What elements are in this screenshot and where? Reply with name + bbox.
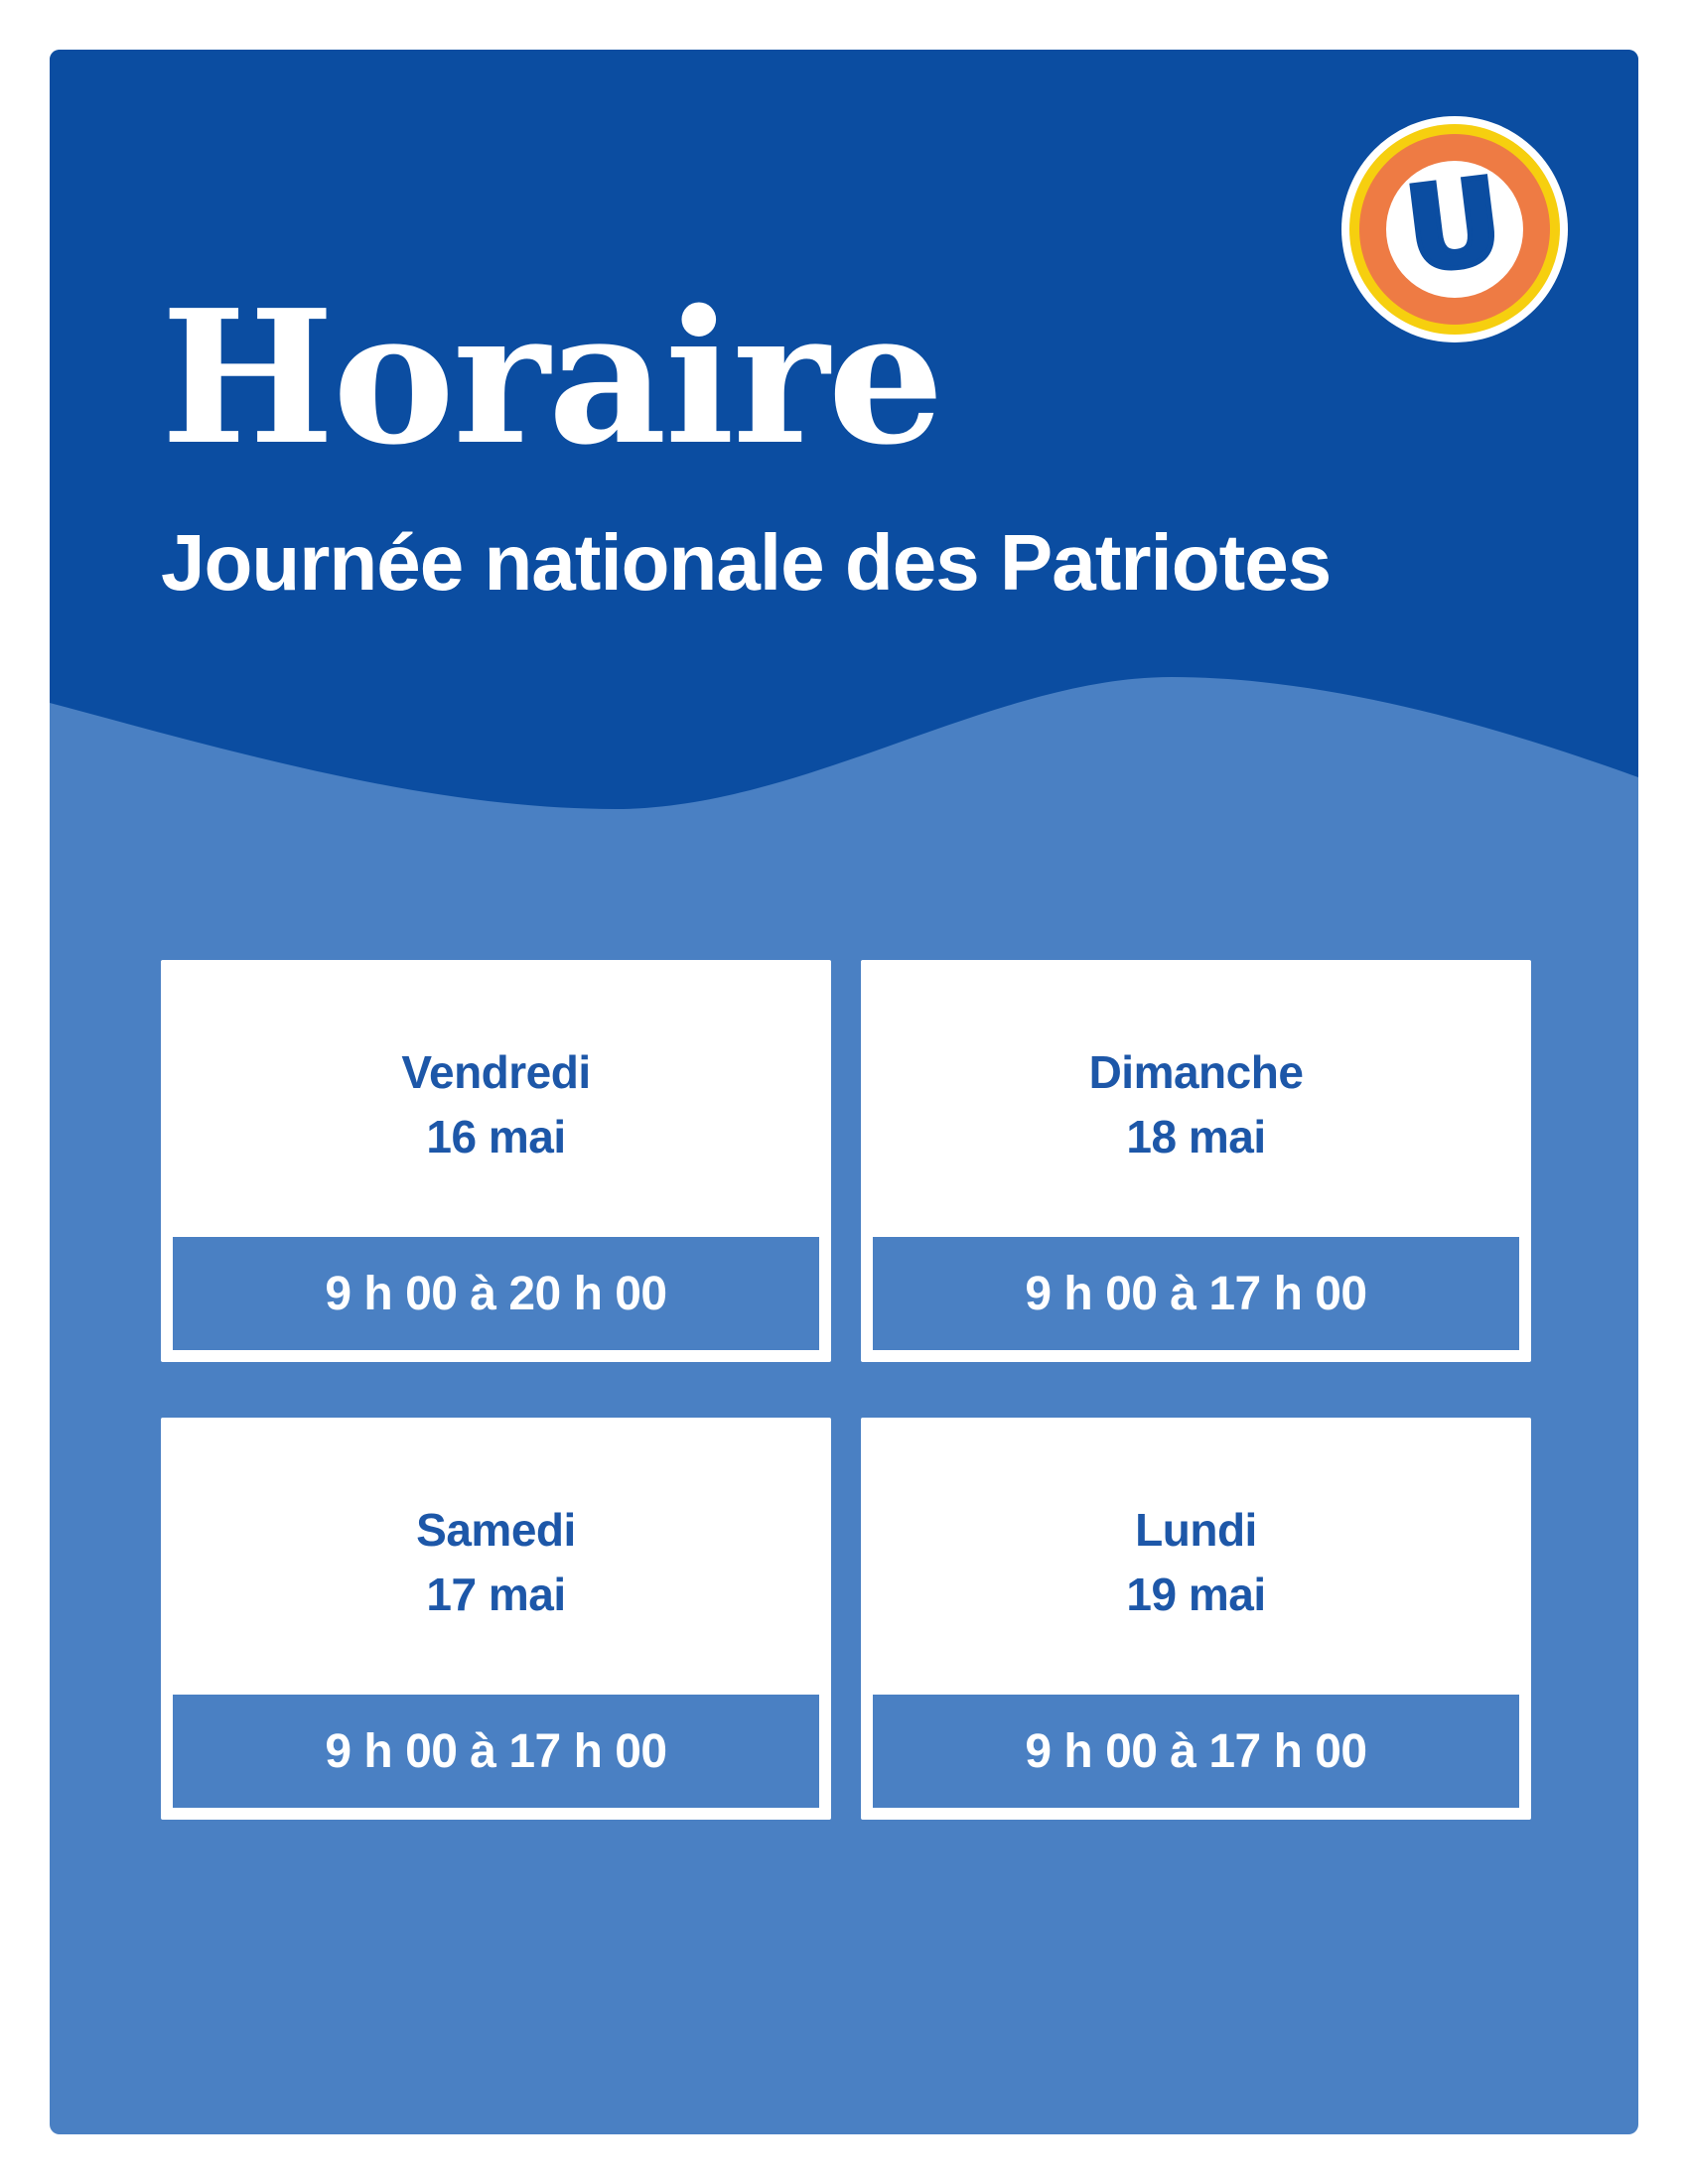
logo-ring-orange-icon: U — [1359, 134, 1550, 325]
page-subtitle: Journée nationale des Patriotes — [161, 518, 1332, 607]
schedule-card-vendredi: Vendredi 16 mai 9 h 00 à 20 h 00 — [161, 960, 831, 1362]
hours-band: 9 h 00 à 17 h 00 — [173, 1695, 819, 1808]
header-wave — [50, 50, 1638, 809]
hours-label: 9 h 00 à 17 h 00 — [1025, 1724, 1367, 1778]
day-label: Dimanche — [1088, 1046, 1304, 1099]
page-title: Horaire — [161, 269, 944, 485]
day-label: Samedi — [416, 1504, 576, 1557]
card-day-section: Dimanche 18 mai — [873, 972, 1519, 1237]
hours-band: 9 h 00 à 17 h 00 — [873, 1695, 1519, 1808]
hours-band: 9 h 00 à 20 h 00 — [173, 1237, 819, 1350]
date-label: 17 mai — [426, 1568, 566, 1620]
logo-center-disc: U — [1386, 149, 1523, 302]
schedule-card-lundi: Lundi 19 mai 9 h 00 à 17 h 00 — [861, 1418, 1531, 1820]
day-label: Lundi — [1135, 1504, 1257, 1557]
hours-band: 9 h 00 à 17 h 00 — [873, 1237, 1519, 1350]
hours-label: 9 h 00 à 17 h 00 — [1025, 1267, 1367, 1320]
logo-u-icon: U — [1396, 149, 1512, 302]
brand-logo: U — [1341, 116, 1568, 342]
date-label: 18 mai — [1126, 1110, 1266, 1162]
date-label: 16 mai — [426, 1110, 566, 1162]
hours-label: 9 h 00 à 17 h 00 — [325, 1724, 667, 1778]
card-day-section: Lundi 19 mai — [873, 1430, 1519, 1695]
logo-ring-yellow-icon: U — [1349, 124, 1560, 335]
hours-label: 9 h 00 à 20 h 00 — [325, 1267, 667, 1320]
poster-background: U Horaire Journée nationale des Patriote… — [50, 50, 1638, 2134]
schedule-card-samedi: Samedi 17 mai 9 h 00 à 17 h 00 — [161, 1418, 831, 1820]
card-day-section: Vendredi 16 mai — [173, 972, 819, 1237]
card-day-section: Samedi 17 mai — [173, 1430, 819, 1695]
schedule-card-dimanche: Dimanche 18 mai 9 h 00 à 17 h 00 — [861, 960, 1531, 1362]
date-label: 19 mai — [1126, 1568, 1266, 1620]
day-label: Vendredi — [401, 1046, 591, 1099]
